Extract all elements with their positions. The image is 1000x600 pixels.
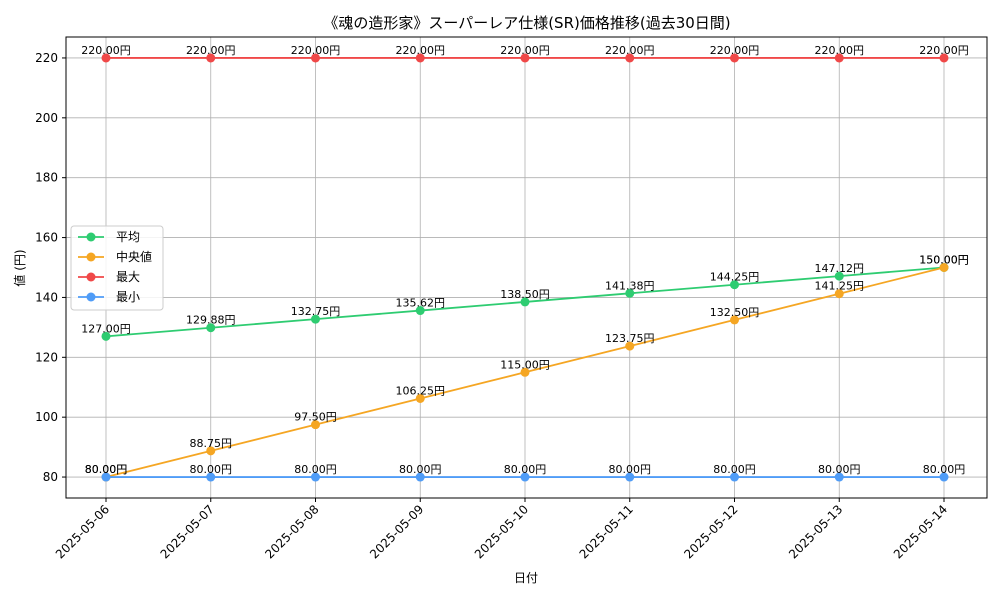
legend-label: 最大	[116, 270, 140, 284]
y-tick-label: 220	[35, 51, 58, 65]
data-label: 80.00円	[85, 463, 128, 476]
legend-marker	[86, 232, 96, 242]
data-point	[206, 323, 216, 333]
data-point	[101, 53, 111, 63]
y-axis-label: 値 (円)	[12, 249, 27, 286]
data-point	[834, 472, 844, 482]
data-point	[730, 472, 739, 482]
data-label: 220.00円	[710, 44, 760, 57]
data-point	[520, 472, 530, 482]
data-label: 127.00円	[81, 322, 131, 335]
data-label: 123.75円	[605, 332, 655, 345]
data-point	[834, 289, 844, 299]
data-point	[625, 341, 635, 351]
legend-label: 中央値	[116, 249, 152, 264]
data-point	[101, 472, 111, 482]
data-point	[520, 367, 530, 377]
data-point	[625, 288, 635, 298]
data-point	[311, 53, 320, 63]
data-point	[730, 315, 739, 325]
data-point	[939, 53, 949, 63]
data-label: 80.00円	[504, 463, 547, 476]
data-labels: 127.00円 129.88円 132.75円 135.62円 138.50円 141.3…	[81, 44, 969, 476]
data-label: 138.50円	[500, 288, 550, 301]
data-point	[311, 420, 320, 430]
data-label: 80.00円	[294, 463, 337, 476]
y-tick-label: 80	[43, 470, 58, 484]
data-point	[520, 53, 530, 63]
data-label: 220.00円	[815, 44, 865, 57]
data-point	[520, 297, 530, 307]
x-axis-label: 日付	[514, 571, 538, 585]
data-label: 144.25円	[710, 271, 760, 284]
data-label: 141.38円	[605, 279, 655, 292]
data-point	[939, 472, 949, 482]
data-point	[311, 472, 320, 482]
data-label: 220.00円	[605, 44, 655, 57]
data-point	[415, 53, 425, 63]
data-label: 80.00円	[923, 463, 966, 476]
chart-title: 《魂の造形家》スーパーレア仕様(SR)価格推移(過去30日間)	[323, 14, 730, 32]
data-point	[415, 472, 425, 482]
legend-marker	[86, 292, 96, 302]
data-label: 220.00円	[291, 44, 341, 57]
data-label: 80.00円	[190, 463, 233, 476]
y-tick-label: 200	[35, 111, 58, 125]
data-label: 141.25円	[815, 280, 865, 293]
data-point	[834, 53, 844, 63]
data-label: 80.00円	[609, 463, 652, 476]
data-point	[206, 472, 216, 482]
data-label: 220.00円	[919, 44, 969, 57]
data-label: 115.00円	[500, 358, 550, 371]
data-point	[206, 53, 216, 63]
data-point	[730, 53, 739, 63]
legend-box	[70, 225, 164, 311]
series-layer	[101, 53, 949, 482]
data-point	[625, 53, 635, 63]
legend-label: 最小	[116, 290, 140, 304]
y-tick-label: 160	[35, 231, 58, 245]
data-point	[939, 263, 949, 272]
y-tick-label: 100	[35, 410, 58, 424]
legend-label: 平均	[116, 230, 140, 244]
legend-marker	[86, 252, 96, 262]
data-label: 147.12円	[815, 262, 865, 275]
data-point	[625, 472, 635, 482]
data-label: 150.00円	[919, 254, 969, 267]
y-axis-ticks: 80 100 120 140 160 180 200 220	[35, 51, 66, 484]
data-point	[101, 331, 111, 341]
data-label: 129.88円	[186, 314, 236, 327]
data-point	[206, 446, 216, 456]
data-label: 220.00円	[186, 44, 236, 57]
data-point	[311, 314, 320, 324]
y-tick-label: 180	[35, 171, 58, 185]
legend-marker	[86, 272, 96, 282]
data-point	[415, 393, 425, 403]
data-point	[730, 280, 739, 290]
data-label: 106.25円	[396, 384, 446, 397]
data-label: 80.00円	[818, 463, 861, 476]
data-label: 132.50円	[710, 306, 760, 319]
data-label: 135.62円	[396, 297, 446, 310]
plot-frame	[65, 36, 988, 499]
data-label: 97.50円	[294, 411, 337, 424]
data-label: 132.75円	[291, 305, 341, 318]
data-label: 150.00円	[919, 254, 969, 267]
data-label: 80.00円	[85, 463, 128, 476]
data-label: 80.00円	[713, 463, 756, 476]
data-point	[834, 271, 844, 281]
data-label: 220.00円	[396, 44, 446, 57]
data-label: 88.75円	[190, 437, 233, 450]
y-tick-label: 120	[35, 350, 58, 364]
data-label: 220.00円	[81, 44, 131, 57]
data-label: 220.00円	[500, 44, 550, 57]
data-label: 80.00円	[399, 463, 442, 476]
y-tick-label: 140	[35, 290, 58, 304]
data-point	[415, 306, 425, 316]
